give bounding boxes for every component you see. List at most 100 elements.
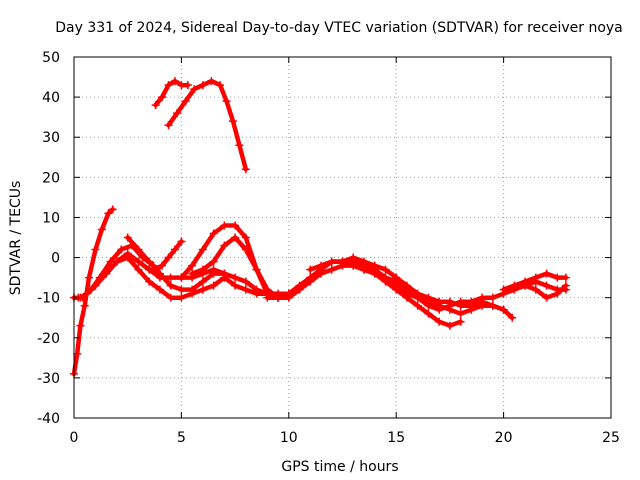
data-point [327, 265, 336, 274]
y-tick-label: 50 [42, 50, 60, 66]
data-point [170, 77, 179, 86]
data-point [134, 265, 143, 274]
data-point [102, 269, 111, 278]
data-point [164, 121, 173, 130]
data-point [231, 221, 240, 230]
data-point [241, 165, 250, 174]
data-point [510, 281, 519, 290]
data-point [531, 273, 540, 282]
data-point [241, 245, 250, 254]
series-arc-16 [521, 281, 570, 302]
data-point [166, 293, 175, 302]
data-point [164, 253, 173, 262]
y-tick-label: -30 [37, 371, 60, 387]
data-point [198, 277, 207, 286]
data-point [456, 301, 465, 310]
data-point [151, 265, 160, 274]
data-point [359, 265, 368, 274]
data-point [91, 281, 100, 290]
data-point [241, 277, 250, 286]
data-point [488, 301, 497, 310]
data-point [188, 269, 197, 278]
data-point [166, 281, 175, 290]
data-point [370, 261, 379, 270]
data-point [82, 289, 91, 298]
data-point [220, 269, 229, 278]
data-point [188, 285, 197, 294]
series-arc-15 [499, 269, 570, 294]
data-point [216, 81, 225, 90]
data-point [488, 293, 497, 302]
data-point [478, 297, 487, 306]
series-arc-5 [123, 233, 229, 294]
y-tick-label: -10 [37, 291, 60, 307]
series-layer [70, 77, 570, 378]
x-tick-label: 0 [70, 430, 79, 446]
data-point [231, 233, 240, 242]
series-line [71, 207, 115, 377]
data-point [112, 257, 121, 266]
data-point [284, 289, 293, 298]
data-point [424, 309, 433, 318]
series-arc-14 [306, 253, 517, 322]
data-point [499, 285, 508, 294]
data-point [134, 257, 143, 266]
data-point [349, 253, 358, 262]
data-point [349, 261, 358, 270]
plot-frame [73, 56, 612, 419]
chart-title: Day 331 of 2024, Sidereal Day-to-day VTE… [55, 20, 623, 36]
data-point [359, 257, 368, 266]
data-point [170, 245, 179, 254]
data-point [338, 257, 347, 266]
series-arc-6 [145, 237, 186, 274]
x-tick-label: 25 [602, 430, 620, 446]
data-point [306, 265, 315, 274]
data-point [531, 285, 540, 294]
data-point [151, 101, 160, 110]
y-tick-label: -20 [37, 331, 60, 347]
y-axis-label: SDTVAR / TECUs [8, 181, 24, 296]
data-point [222, 97, 231, 106]
data-point [381, 273, 390, 282]
x-tick-label: 20 [495, 430, 513, 446]
data-point [445, 321, 454, 330]
data-point [274, 293, 283, 302]
data-point [561, 273, 570, 282]
data-point [190, 85, 199, 94]
data-point [435, 297, 444, 306]
y-tick-label: 20 [42, 170, 60, 186]
series-arc-1 [70, 205, 117, 378]
data-point [209, 269, 218, 278]
series-arc-8 [188, 233, 283, 302]
data-point [392, 285, 401, 294]
y-tick-label: 30 [42, 130, 60, 146]
data-point [177, 293, 186, 302]
data-point [173, 109, 182, 118]
data-point [177, 237, 186, 246]
data-point [542, 269, 551, 278]
data-point [402, 281, 411, 290]
data-point [76, 321, 85, 330]
data-point [231, 273, 240, 282]
data-point [521, 281, 530, 290]
data-point [402, 293, 411, 302]
data-point [123, 233, 132, 242]
data-point [553, 289, 562, 298]
data-point [97, 225, 106, 234]
data-point [209, 281, 218, 290]
data-point [177, 273, 186, 282]
data-point [445, 305, 454, 314]
data-point [413, 301, 422, 310]
data-point [145, 277, 154, 286]
data-point [263, 285, 272, 294]
grid-layer [74, 57, 611, 418]
data-point [80, 301, 89, 310]
data-point [158, 93, 167, 102]
data-point [166, 273, 175, 282]
data-point [542, 281, 551, 290]
data-point [155, 269, 164, 278]
data-point [188, 261, 197, 270]
data-point [381, 265, 390, 274]
data-point [317, 261, 326, 270]
data-point [91, 245, 100, 254]
